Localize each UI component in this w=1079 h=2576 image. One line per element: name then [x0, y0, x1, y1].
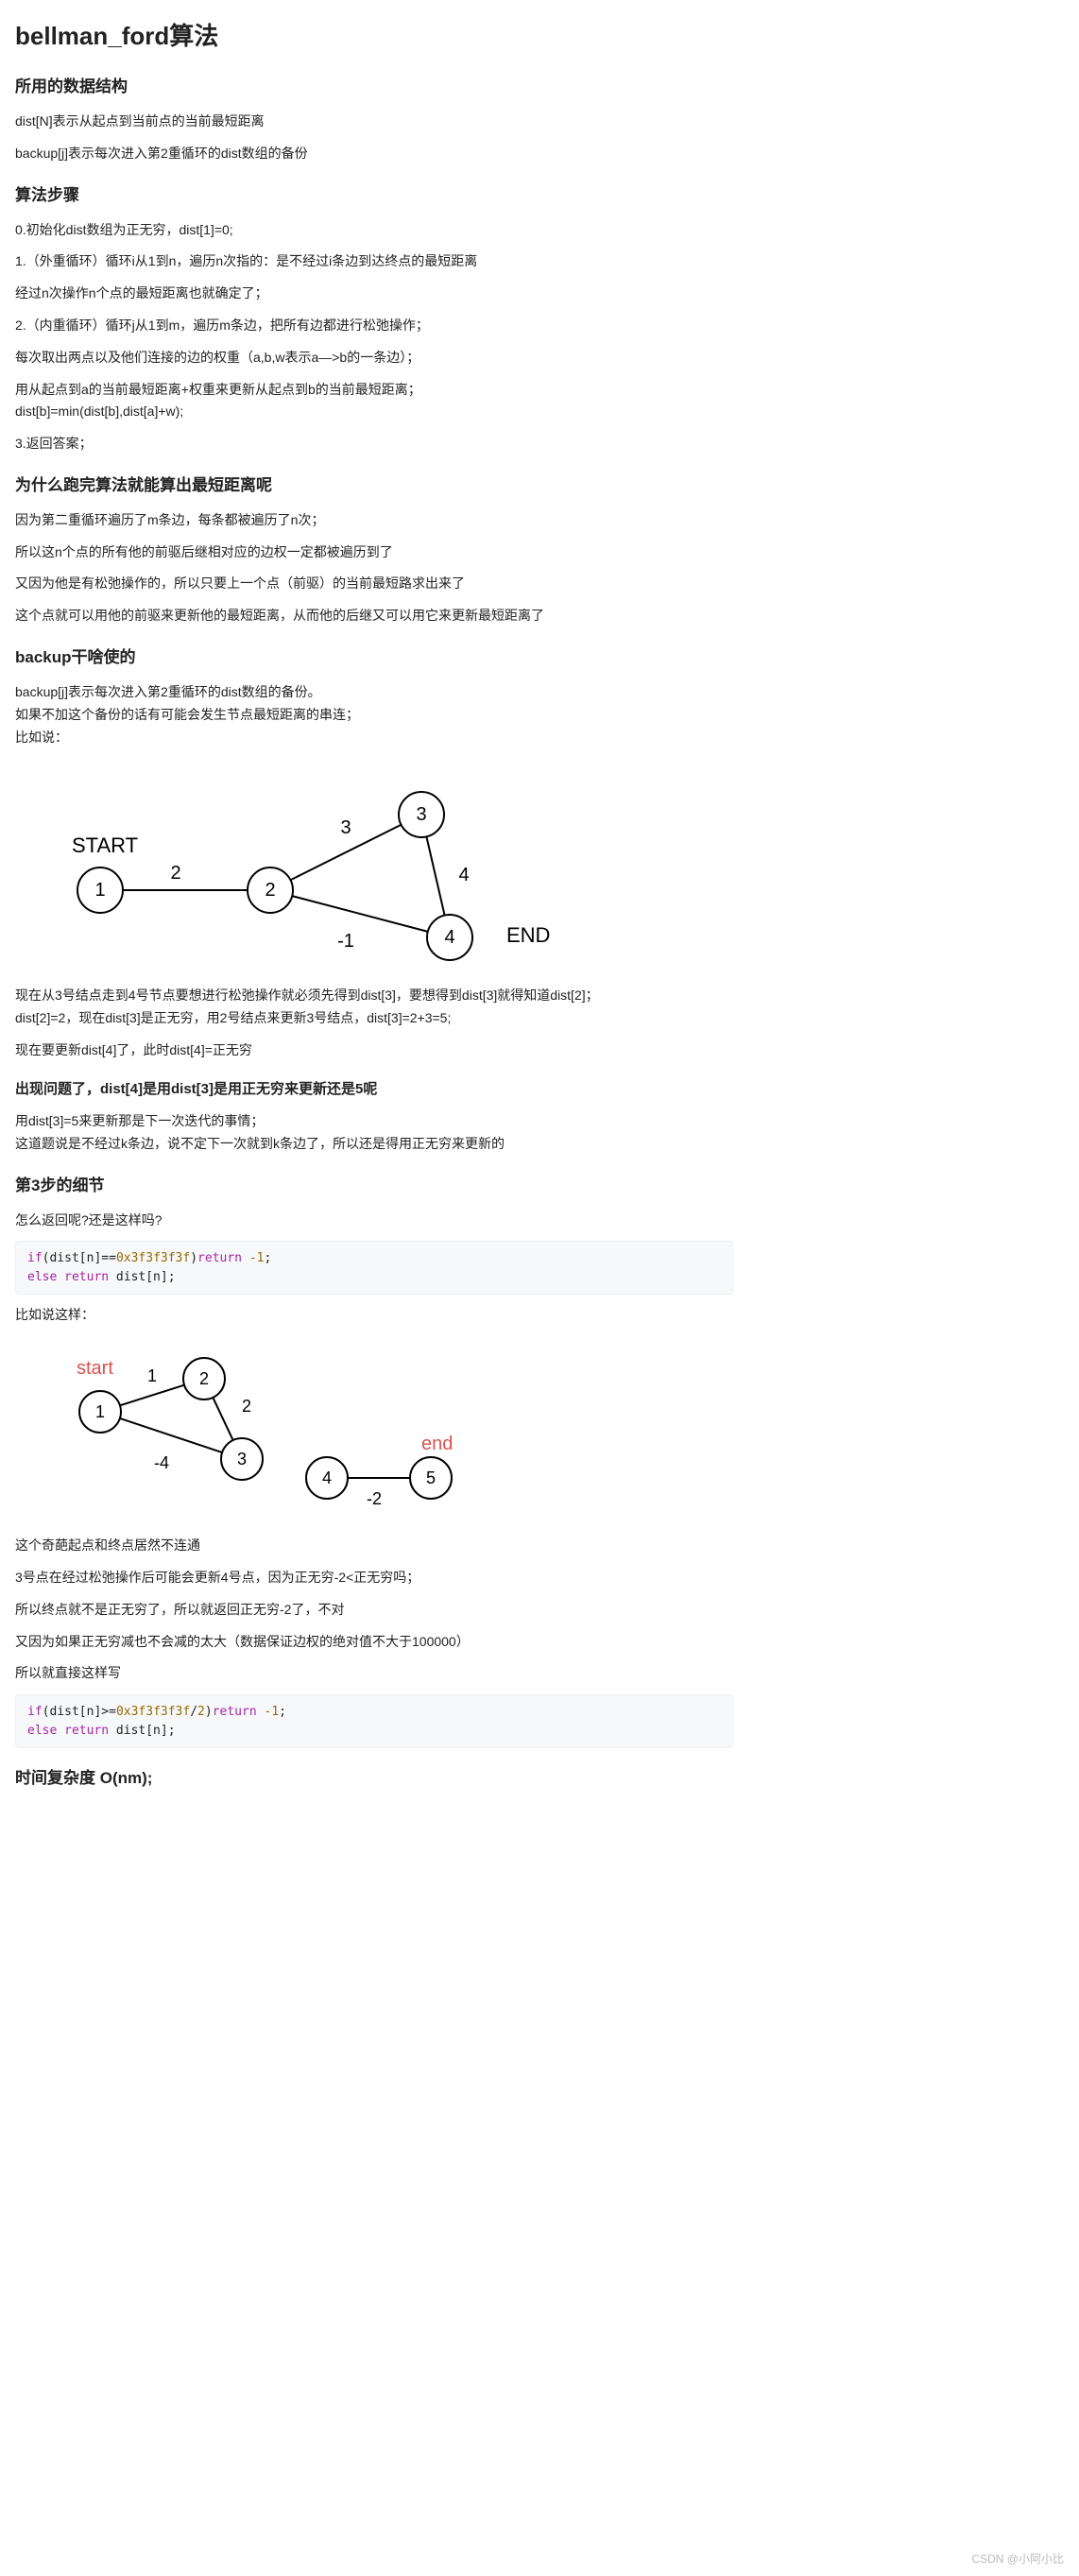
svg-text:5: 5 [426, 1468, 436, 1487]
svg-text:end: end [421, 1434, 453, 1454]
text: 现在要更新dist[4]了，此时dist[4]=正无穷 [15, 1039, 733, 1062]
code-text: ; [279, 1705, 286, 1719]
text: 每次取出两点以及他们连接的边的权重（a,b,w表示a—>b的一条边）； [15, 347, 733, 369]
text-line: dist[b]=min(dist[b],dist[a]+w); [15, 404, 183, 419]
text-line: 这道题说是不经过k条边，说不定下一次就到k条边了，所以还是得用正无穷来更新的 [15, 1136, 505, 1151]
code-number: -1 [265, 1705, 280, 1719]
svg-text:1: 1 [95, 1402, 105, 1421]
text: 所以这n个点的所有他的前驱后继相对应的边权一定都被遍历到了 [15, 541, 733, 564]
heading-why: 为什么跑完算法就能算出最短距离呢 [15, 472, 733, 500]
text: 0.初始化dist数组为正无穷，dist[1]=0; [15, 219, 733, 242]
code-keyword: if [27, 1251, 43, 1265]
svg-text:2: 2 [170, 863, 180, 884]
text-line: 如果不加这个备份的话有可能会发生节点最短距离的串连； [15, 707, 359, 722]
svg-text:start: start [77, 1358, 113, 1379]
svg-text:4: 4 [322, 1468, 332, 1487]
svg-text:3: 3 [340, 817, 351, 838]
text-bold: 出现问题了，dist[4]是用dist[3]是用正无穷来更新还是5呢 [15, 1077, 733, 1102]
code-text: dist[n]; [109, 1270, 175, 1284]
text: 3.返回答案； [15, 433, 733, 455]
svg-text:3: 3 [237, 1450, 247, 1468]
svg-text:1: 1 [147, 1366, 157, 1385]
svg-text:-2: -2 [367, 1489, 382, 1508]
heading-data-structures: 所用的数据结构 [15, 74, 733, 101]
svg-text:2: 2 [199, 1369, 209, 1388]
text: backup[j]表示每次进入第2重循环的dist数组的备份 [15, 143, 733, 165]
text-line: 用dist[3]=5来更新那是下一次迭代的事情； [15, 1113, 264, 1128]
svg-text:2: 2 [242, 1397, 251, 1416]
code-number: -1 [249, 1251, 265, 1265]
text: 这个点就可以用他的前驱来更新他的最短距离，从而他的后继又可以用它来更新最短距离了 [15, 605, 733, 627]
code-text: dist[n]; [109, 1724, 175, 1738]
heading-complexity: 时间复杂度 O(nm); [15, 1765, 733, 1793]
svg-text:1: 1 [94, 880, 105, 901]
text: 1.（外重循环）循环i从1到n，遍历n次指的：是不经过i条边到达终点的最短距离 [15, 250, 733, 273]
watermark: CSDN @小阿小比 [971, 2550, 1064, 2568]
code-keyword: return [213, 1705, 265, 1719]
text: dist[N]表示从起点到当前点的当前最短距离 [15, 111, 733, 133]
svg-text:-1: -1 [337, 931, 354, 952]
code-keyword: else return [27, 1270, 109, 1284]
text-line: 现在从3号结点走到4号节点要想进行松弛操作就必须先得到dist[3]，要想得到d… [15, 987, 599, 1003]
code-text: (dist[n]== [43, 1251, 116, 1265]
text: 2.（内重循环）循环j从1到m，遍历m条边，把所有边都进行松弛操作； [15, 315, 733, 337]
code-text: ) [205, 1705, 213, 1719]
diagram-graph-1: 2 3 4 -1 1 2 3 4 START END [15, 758, 620, 966]
svg-text:END: END [506, 923, 550, 947]
svg-text:2: 2 [265, 880, 275, 901]
svg-text:3: 3 [416, 804, 426, 825]
code-block-2: if(dist[n]>=0x3f3f3f3f/2)return -1; else… [15, 1694, 733, 1748]
code-text: ; [265, 1251, 272, 1265]
code-text: / [190, 1705, 197, 1719]
text: 比如说这样： [15, 1304, 733, 1327]
text: 又因为他是有松弛操作的，所以只要上一个点（前驱）的当前最短路求出来了 [15, 573, 733, 595]
heading-backup: backup干啥使的 [15, 644, 733, 672]
code-number: 0x3f3f3f3f [116, 1705, 190, 1719]
svg-text:-4: -4 [154, 1453, 169, 1472]
page-title: bellman_ford算法 [15, 15, 733, 57]
heading-steps: 算法步骤 [15, 182, 733, 210]
text: 因为第二重循环遍历了m条边，每条都被遍历了n次； [15, 509, 733, 532]
code-keyword: else return [27, 1724, 109, 1738]
text: 怎么返回呢?还是这样吗? [15, 1210, 733, 1232]
text: 3号点在经过松弛操作后可能会更新4号点，因为正无穷-2<正无穷吗； [15, 1567, 733, 1589]
text: 所以终点就不是正无穷了，所以就返回正无穷-2了，不对 [15, 1599, 733, 1622]
text: 用dist[3]=5来更新那是下一次迭代的事情； 这道题说是不经过k条边，说不定… [15, 1110, 733, 1156]
text: 经过n次操作n个点的最短距离也就确定了； [15, 283, 733, 305]
text-line: 用从起点到a的当前最短距离+权重来更新从起点到b的当前最短距离； [15, 382, 421, 397]
text-line: dist[2]=2，现在dist[3]是正无穷，用2号结点来更新3号结点，dis… [15, 1010, 451, 1025]
text: backup[j]表示每次进入第2重循环的dist数组的备份。 如果不加这个备份… [15, 681, 733, 748]
text: 又因为如果正无穷减也不会减的太大（数据保证边权的绝对值不大于100000） [15, 1631, 733, 1654]
code-keyword: return [197, 1251, 249, 1265]
svg-text:4: 4 [444, 927, 454, 948]
text: 所以就直接这样写 [15, 1662, 733, 1685]
code-block-1: if(dist[n]==0x3f3f3f3f)return -1; else r… [15, 1241, 733, 1295]
code-number: 0x3f3f3f3f [116, 1251, 190, 1265]
text: 用从起点到a的当前最短距离+权重来更新从起点到b的当前最短距离； dist[b]… [15, 379, 733, 424]
text: 这个奇葩起点和终点居然不连通 [15, 1535, 733, 1557]
text-line: 比如说： [15, 730, 68, 745]
diagram-graph-2: 1 2 -4 -2 1 2 3 4 5 start end [15, 1336, 506, 1516]
svg-text:START: START [72, 833, 138, 857]
text-line: backup[j]表示每次进入第2重循环的dist数组的备份。 [15, 684, 321, 699]
code-number: 2 [197, 1705, 205, 1719]
svg-text:4: 4 [458, 865, 469, 885]
code-text: ) [190, 1251, 197, 1265]
code-keyword: if [27, 1705, 43, 1719]
code-text: (dist[n]>= [43, 1705, 116, 1719]
heading-step3-detail: 第3步的细节 [15, 1173, 733, 1200]
text: 现在从3号结点走到4号节点要想进行松弛操作就必须先得到dist[3]，要想得到d… [15, 985, 733, 1030]
